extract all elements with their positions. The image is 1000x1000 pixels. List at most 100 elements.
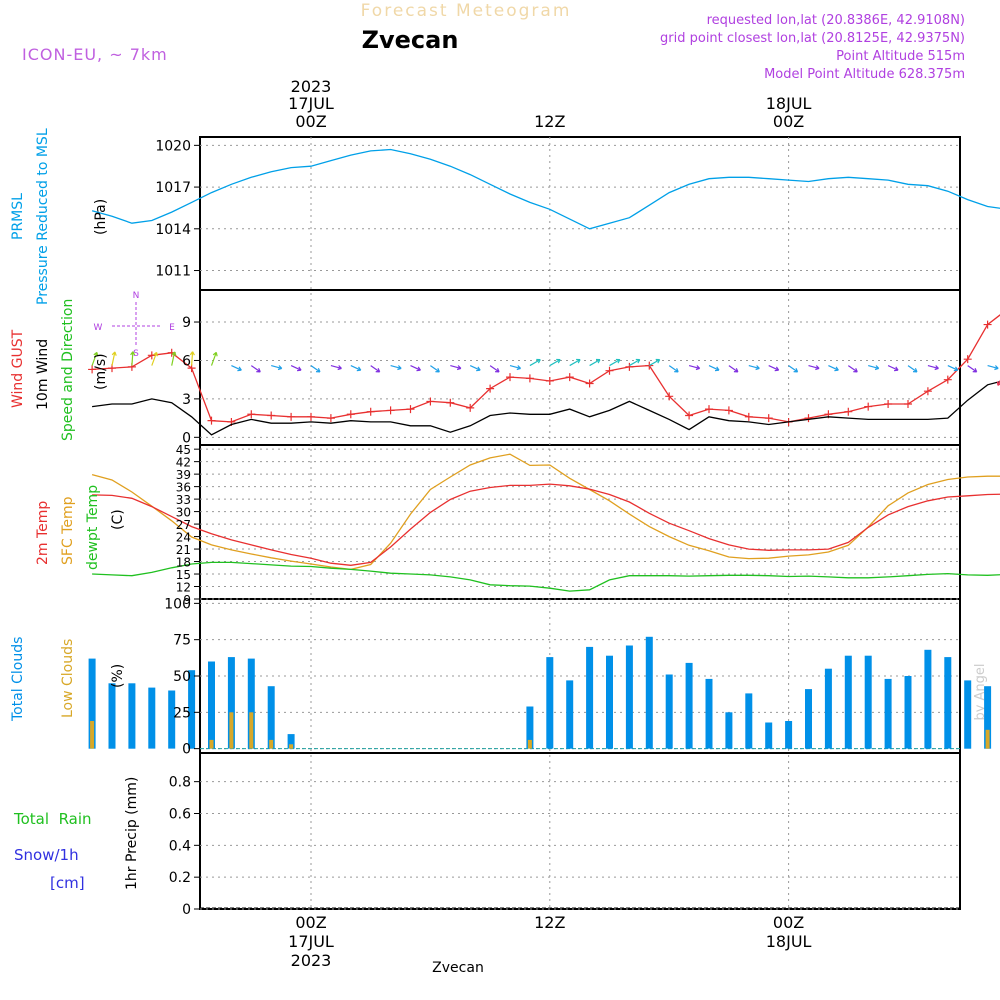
gust-marker bbox=[923, 387, 932, 396]
gust-marker bbox=[525, 374, 534, 383]
wind-arrow bbox=[410, 365, 421, 372]
wind-arrow bbox=[569, 358, 581, 367]
wind-arrow bbox=[609, 358, 621, 367]
total-cloud-bar bbox=[745, 693, 753, 749]
wind-arrow bbox=[91, 351, 99, 366]
gust-marker bbox=[147, 351, 156, 360]
total-cloud-bar bbox=[844, 655, 852, 749]
wind-unit: (m/s) bbox=[93, 353, 109, 390]
y-tick-label: 0 bbox=[182, 742, 191, 758]
gust-marker bbox=[346, 410, 355, 419]
wind-label-10m: 10m Wind bbox=[35, 339, 51, 410]
gust-marker bbox=[366, 407, 375, 416]
total-cloud-bar bbox=[148, 687, 156, 749]
temperature-labels: 2m Temp SFC Temp dewpt Temp (C) bbox=[35, 485, 126, 570]
wind-arrow bbox=[907, 365, 918, 373]
y-tick-label: 39 bbox=[176, 468, 191, 482]
wind-arrow bbox=[828, 365, 839, 372]
temp-label-dewpt: dewpt Temp bbox=[85, 485, 101, 570]
y-tick-label: 33 bbox=[176, 493, 191, 507]
total-cloud-bar bbox=[88, 658, 96, 749]
wind-arrow bbox=[589, 358, 601, 367]
gust-marker bbox=[426, 397, 435, 406]
total-cloud-bar bbox=[685, 662, 693, 749]
gust-marker bbox=[247, 410, 256, 419]
wind-arrow bbox=[868, 364, 880, 371]
gust-marker bbox=[446, 398, 455, 407]
wind-arrow bbox=[151, 351, 158, 366]
y-tick-label: 6 bbox=[182, 353, 191, 369]
gust-marker bbox=[326, 414, 335, 423]
gust-marker bbox=[386, 406, 395, 415]
gust-marker bbox=[963, 355, 972, 364]
cloud-label-low: Low Clouds bbox=[60, 639, 76, 718]
y-tick-label: 0 bbox=[182, 902, 191, 918]
total-cloud-bar bbox=[805, 689, 812, 749]
y-tick-label: 100 bbox=[164, 596, 191, 612]
y-tick-label: 45 bbox=[176, 443, 191, 457]
sfc-temp-line bbox=[91, 453, 1000, 571]
wind-arrow bbox=[489, 365, 500, 373]
precip-label-rain: Total Rain bbox=[13, 810, 92, 828]
wind-arrow bbox=[529, 358, 541, 367]
gust-marker bbox=[844, 407, 853, 416]
wind-arrow bbox=[370, 365, 381, 373]
precip-label-snow: Snow/1h bbox=[14, 846, 79, 864]
y-tick-label: 9 bbox=[183, 593, 191, 607]
total-cloud-bar bbox=[108, 683, 116, 749]
temp-label-2m: 2m Temp bbox=[35, 501, 51, 565]
wind-arrow bbox=[847, 365, 858, 373]
total-cloud-bar bbox=[526, 706, 534, 749]
time-label-hour-top: 12Z bbox=[534, 112, 565, 131]
wind-arrow bbox=[987, 364, 999, 371]
pressure-labels: PRMSL Pressure Reduced to MSL (hPa) bbox=[10, 128, 109, 305]
temp2m-line bbox=[92, 483, 1000, 566]
time-label-hour-top: 00Z bbox=[773, 112, 804, 131]
gust-marker bbox=[466, 403, 475, 412]
wind-arrow bbox=[649, 358, 661, 367]
time-label-year-bottom: 2023 bbox=[291, 951, 332, 970]
total-cloud-bar bbox=[824, 668, 832, 749]
precip-labels: Total Rain Snow/1h [cm] 1hr Precip (mm) bbox=[13, 777, 140, 892]
gust-marker bbox=[605, 366, 614, 375]
compass-n: N bbox=[133, 291, 140, 301]
gust-marker bbox=[864, 402, 873, 411]
low-cloud-bar bbox=[90, 721, 95, 749]
y-tick-label: 21 bbox=[176, 543, 191, 557]
gust-marker bbox=[804, 414, 813, 423]
total-cloud-bar bbox=[247, 658, 255, 749]
y-tick-label: 24 bbox=[176, 531, 191, 545]
y-tick-label: 42 bbox=[176, 456, 191, 470]
total-cloud-bar bbox=[227, 657, 235, 749]
wind-arrow bbox=[947, 365, 959, 372]
gust-marker bbox=[506, 373, 514, 382]
total-cloud-bar bbox=[665, 674, 673, 749]
requested-point: requested lon,lat (20.8386E, 42.9108N) bbox=[707, 13, 965, 28]
pressure-line bbox=[91, 148, 1000, 230]
wind-arrow bbox=[967, 365, 978, 373]
wind-arrow bbox=[210, 351, 218, 366]
time-label-hour-bottom: 00Z bbox=[773, 913, 804, 932]
total-cloud-bar bbox=[586, 646, 594, 749]
total-cloud-bar bbox=[964, 680, 972, 749]
y-tick-label: 0 bbox=[182, 430, 191, 446]
wind-arrow bbox=[271, 364, 283, 371]
wind-arrow bbox=[887, 365, 899, 372]
cloud-label-total: Total Clouds bbox=[10, 637, 26, 722]
total-cloud-bar bbox=[188, 670, 196, 749]
chart-title: Forecast Meteogram bbox=[361, 1, 572, 21]
plot-layer bbox=[88, 148, 1000, 909]
total-cloud-bar bbox=[546, 657, 554, 749]
compass-w: W bbox=[94, 323, 103, 333]
wind-arrow bbox=[549, 358, 561, 367]
gust-marker bbox=[545, 376, 554, 385]
wind-arrow bbox=[130, 351, 136, 366]
time-label-hour-top: 00Z bbox=[295, 112, 326, 131]
time-label-hour-bottom: 00Z bbox=[295, 913, 326, 932]
total-cloud-bar bbox=[924, 649, 932, 749]
gust-marker bbox=[267, 411, 276, 420]
time-label-year-top: 2023 bbox=[291, 77, 332, 96]
total-cloud-bar bbox=[208, 661, 215, 749]
wind-arrow bbox=[469, 365, 481, 372]
gust-marker bbox=[645, 361, 654, 370]
